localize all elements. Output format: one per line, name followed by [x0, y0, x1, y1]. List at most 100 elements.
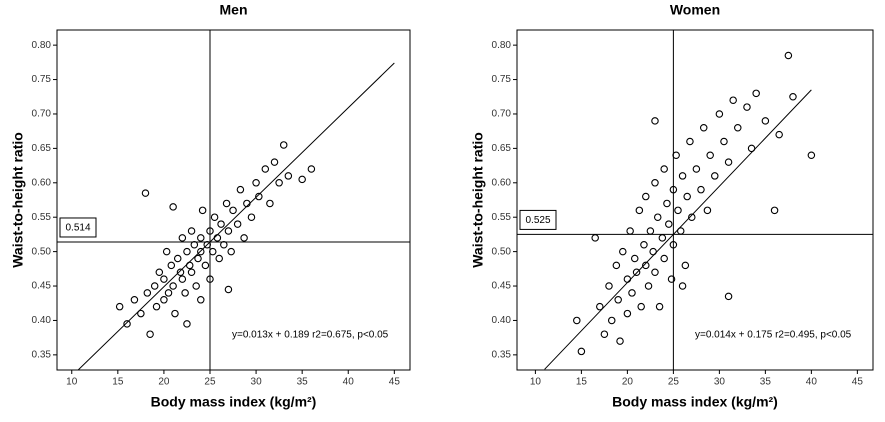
point — [198, 206, 207, 215]
x-tick-label: 10 — [66, 377, 78, 388]
point — [614, 296, 622, 304]
point — [770, 206, 779, 215]
point — [220, 240, 228, 249]
x-tick-label: 25 — [204, 377, 216, 388]
point — [229, 206, 237, 215]
point — [203, 240, 211, 249]
point — [807, 151, 816, 160]
y-tick-label: 0.45 — [32, 281, 52, 292]
y-tick-label: 0.65 — [32, 143, 52, 154]
point — [616, 337, 624, 345]
point — [635, 206, 644, 215]
x-tick-label: 45 — [852, 377, 864, 388]
hline-label-box — [59, 217, 97, 238]
point — [658, 234, 667, 242]
point — [669, 240, 678, 249]
point — [197, 247, 205, 256]
point — [137, 309, 145, 318]
point — [678, 282, 687, 290]
fit-line — [77, 62, 395, 370]
point — [192, 282, 200, 290]
point — [141, 189, 150, 197]
point — [619, 247, 627, 256]
point — [683, 192, 691, 201]
point — [632, 268, 641, 277]
point — [247, 213, 256, 221]
point — [266, 199, 274, 208]
point — [152, 302, 161, 311]
chart-title: Men — [220, 2, 248, 18]
point — [665, 220, 673, 228]
point — [217, 220, 225, 228]
point — [194, 254, 202, 263]
x-axis-label: Body mass index (kg/m²) — [151, 394, 317, 410]
point — [706, 151, 714, 160]
point — [155, 268, 164, 277]
point — [169, 282, 177, 290]
point — [187, 268, 196, 277]
point — [789, 93, 797, 101]
point — [692, 165, 701, 173]
plot-frame — [56, 29, 411, 371]
point — [651, 179, 659, 187]
y-tick-label: 0.35 — [32, 349, 52, 360]
x-tick-label: 45 — [389, 377, 401, 388]
point — [178, 275, 187, 283]
point — [197, 296, 205, 304]
point — [261, 165, 270, 173]
y-tick-label: 0.65 — [492, 143, 512, 154]
point — [651, 117, 659, 125]
y-tick-label: 0.50 — [32, 246, 52, 257]
point — [686, 137, 694, 146]
point — [307, 165, 316, 173]
fit-line — [544, 89, 812, 370]
equation: y=0.013x + 0.189 r2=0.675, p<0.05 — [232, 330, 389, 341]
point — [600, 330, 609, 338]
point — [206, 275, 214, 283]
point — [775, 130, 783, 139]
point — [227, 247, 235, 256]
x-tick-label: 15 — [112, 377, 124, 388]
plot-frame — [516, 29, 874, 371]
point — [160, 275, 168, 283]
y-tick-label: 0.75 — [492, 74, 512, 85]
x-tick-label: 40 — [343, 377, 355, 388]
point — [215, 254, 223, 263]
annotation-bg — [230, 328, 406, 342]
point — [210, 213, 219, 221]
x-tick-label: 35 — [760, 377, 772, 388]
point — [224, 227, 233, 235]
point — [660, 165, 668, 173]
point — [240, 234, 248, 242]
point — [605, 282, 613, 290]
point — [674, 206, 682, 215]
y-tick-label: 0.55 — [492, 212, 512, 223]
point — [612, 261, 621, 270]
point — [224, 285, 233, 294]
point — [146, 330, 154, 338]
point — [640, 240, 648, 249]
point — [173, 254, 182, 263]
point — [752, 89, 760, 98]
x-tick-label: 30 — [714, 377, 726, 388]
point — [130, 296, 139, 304]
point — [784, 51, 793, 60]
point — [724, 158, 733, 166]
y-tick-label: 0.80 — [32, 40, 52, 51]
point — [183, 247, 191, 256]
x-tick-label: 15 — [576, 377, 588, 388]
point — [672, 151, 680, 160]
x-tick-label: 30 — [251, 377, 263, 388]
point — [637, 302, 645, 311]
point — [734, 123, 742, 132]
point — [761, 117, 770, 125]
point — [747, 144, 756, 153]
y-tick-label: 0.60 — [492, 177, 512, 188]
point — [150, 282, 159, 290]
point — [711, 172, 719, 180]
equation: y=0.014x + 0.175 r2=0.495, p<0.05 — [695, 330, 852, 341]
point — [123, 320, 131, 328]
point — [720, 137, 728, 146]
y-tick-label: 0.70 — [492, 109, 512, 120]
